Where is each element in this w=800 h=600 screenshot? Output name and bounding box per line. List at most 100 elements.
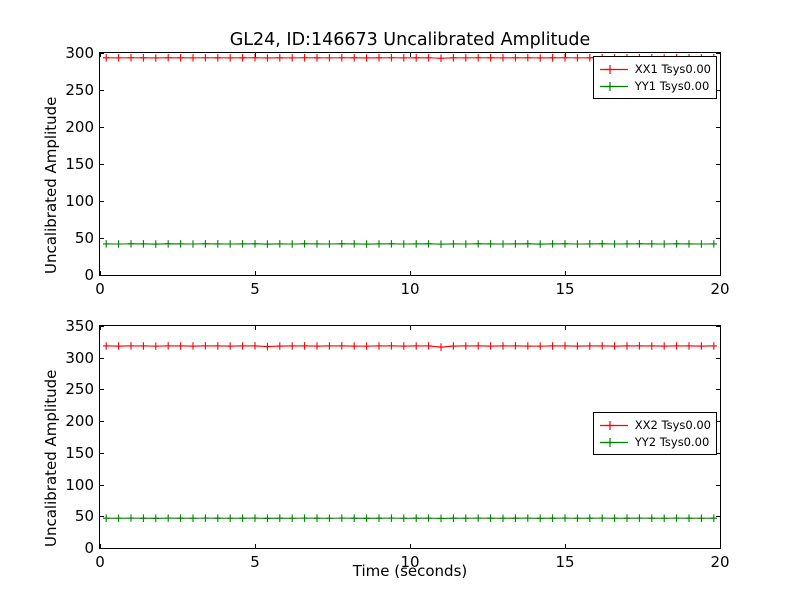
x-tick-label: 15 [555,280,575,298]
y-tick-label: 300 [65,44,94,62]
legend-swatch-yy2 [599,437,628,447]
x-tick-mark [255,326,256,330]
y-tick-label: 200 [65,412,94,431]
x-tick-label: 5 [250,553,260,571]
x-tick-mark [100,544,101,548]
legend-label-xx1: XX1 Tsys0.00 [634,62,711,76]
y-tick-mark [100,484,104,486]
y-axis-label-top: Uncalibrated Amplitude [42,96,60,274]
y-tick-label: 50 [74,229,94,247]
y-tick-mark [100,357,104,359]
x-tick-mark [565,53,566,57]
legend-item: XX2 Tsys0.00 [599,417,711,434]
y-tick-mark [100,516,104,518]
y-tick-label: 0 [84,539,94,557]
legend-item: YY1 Tsys0.00 [599,78,711,95]
y-tick-label: 0 [84,266,94,284]
x-tick-mark [565,544,566,548]
y-tick-mark [100,89,104,91]
x-tick-mark [255,544,256,548]
y-tick-mark [100,53,104,54]
chart-panel-top[interactable]: XX1 Tsys0.00 YY1 Tsys0.00 0 50 100 150 200 25… [65,44,729,298]
legend-swatch-yy1 [599,81,628,91]
y-tick-mark [100,200,104,202]
y-tick-mark [100,126,104,128]
y-tick-mark [716,516,720,518]
y-axis-label-bottom: Uncalibrated Amplitude [42,369,60,547]
y-tick-mark [716,275,720,276]
x-tick-label: 10 [400,553,420,571]
series-yy2 [103,514,717,523]
x-tick-mark [565,326,566,330]
legend-swatch-xx1 [599,64,628,74]
x-tick-mark [255,53,256,57]
y-tick-mark [716,452,720,454]
x-tick-label: 15 [555,553,575,571]
y-tick-mark [716,389,720,391]
y-tick-mark [716,238,720,239]
plot-area-top [103,53,717,248]
legend-label-yy2: YY2 Tsys0.00 [634,434,710,449]
y-tick-mark [100,164,104,165]
series-yy1 [103,240,717,248]
y-tick-mark [100,275,104,276]
y-tick-label: 200 [65,117,94,136]
x-tick-mark [100,53,101,57]
y-tick-label: 50 [74,507,94,526]
y-tick-label: 100 [65,191,94,210]
x-tick-mark [410,271,411,275]
y-tick-mark [716,421,720,423]
x-tick-mark [100,326,101,330]
x-tick-mark [720,271,721,275]
y-tick-mark [716,548,720,549]
legend-swatch-xx2 [599,420,628,430]
legend-label-yy1: YY1 Tsys0.00 [634,78,710,93]
x-tick-mark [720,544,721,548]
x-tick-mark [410,544,411,548]
y-tick-mark [100,238,104,239]
legend-top: XX1 Tsys0.00 YY1 Tsys0.00 [592,56,717,100]
x-tick-mark [410,326,411,330]
y-tick-mark [100,421,104,423]
y-tick-mark [716,484,720,486]
y-tick-mark [100,548,104,549]
y-tick-mark [100,389,104,391]
x-tick-mark [100,271,101,275]
x-axis-label: Time (seconds) [352,562,468,580]
y-tick-mark [716,53,720,54]
y-tick-mark [716,164,720,165]
x-tick-mark [720,326,721,330]
series-xx2 [103,342,717,351]
legend-item: YY2 Tsys0.00 [599,434,711,451]
y-tick-mark [100,452,104,454]
legend-label-xx2: XX2 Tsys0.00 [634,418,711,432]
y-tick-mark [716,126,720,128]
y-tick-mark [100,326,104,327]
x-tick-mark [255,271,256,275]
x-tick-label: 0 [95,553,105,571]
x-tick-mark [720,53,721,57]
y-tick-label: 250 [65,380,94,399]
x-tick-label: 5 [250,280,260,298]
x-tick-label: 10 [400,280,420,298]
legend-item: XX1 Tsys0.00 [599,61,711,78]
chart-panel-bottom[interactable]: XX2 Tsys0.00 YY2 Tsys0.00 0 50 100 150 200 25… [65,317,729,571]
x-tick-label: 20 [710,280,730,298]
x-tick-label: 20 [710,553,730,571]
y-tick-label: 300 [65,348,94,367]
x-tick-mark [565,271,566,275]
y-tick-mark [716,89,720,91]
x-tick-mark [410,53,411,57]
y-tick-label: 350 [65,317,94,335]
x-tick-label: 0 [95,280,105,298]
y-tick-label: 150 [65,443,94,462]
legend-bottom: XX2 Tsys0.00 YY2 Tsys0.00 [592,412,717,456]
y-tick-label: 100 [65,475,94,494]
y-tick-label: 150 [65,155,94,173]
page-title: GL24, ID:146673 Uncalibrated Amplitude [229,30,591,50]
plot-area-bottom [103,342,717,523]
y-tick-mark [716,326,720,327]
y-tick-label: 250 [65,80,94,99]
y-tick-mark [716,357,720,359]
